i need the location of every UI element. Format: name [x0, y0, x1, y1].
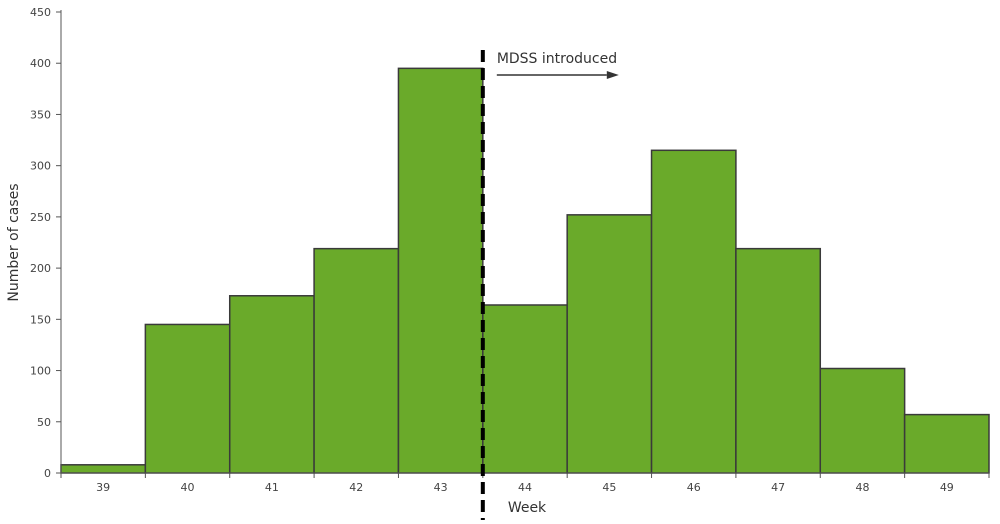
- bar-week-39: [60, 464, 147, 474]
- annotation-label: MDSS introduced: [497, 51, 617, 67]
- bar-week-48: [819, 367, 906, 474]
- y-tick-label: 400: [30, 57, 51, 70]
- axes-group: [60, 10, 989, 474]
- bar-week-41: [228, 295, 315, 474]
- bar-week-47: [735, 247, 822, 474]
- bar-week-45: [566, 214, 653, 474]
- bar-week-40: [144, 323, 231, 474]
- x-tick-label: 46: [687, 481, 701, 494]
- y-tick-label: 300: [30, 160, 51, 173]
- x-tick-label: 47: [771, 481, 785, 494]
- x-tick-label: 41: [265, 481, 279, 494]
- bar-week-43: [397, 67, 484, 474]
- x-tick-label: 42: [349, 481, 363, 494]
- y-tick-label: 450: [30, 6, 51, 19]
- y-tick-label: 250: [30, 211, 51, 224]
- x-tick-label: 43: [434, 481, 448, 494]
- x-tick-label: 44: [518, 481, 532, 494]
- x-tick-label: 49: [940, 481, 954, 494]
- x-ticks-group: 39 40 41 42 43 44 45 46 47 48 49: [60, 473, 990, 494]
- y-axis-title: Number of cases: [6, 183, 22, 301]
- bar-week-44: [482, 304, 568, 474]
- x-tick-label: 45: [602, 481, 616, 494]
- y-ticks-group: 0 50 100 150 200 250 300 350 400 450: [30, 6, 61, 480]
- y-tick-label: 150: [30, 313, 51, 326]
- arrowhead-icon: [606, 71, 619, 79]
- x-tick-label: 48: [855, 481, 869, 494]
- bars-group: [60, 67, 990, 474]
- x-tick-label: 40: [181, 481, 195, 494]
- x-tick-label: 39: [96, 481, 110, 494]
- y-tick-label: 100: [30, 365, 51, 378]
- bar-week-46: [650, 149, 737, 474]
- y-tick-label: 50: [37, 416, 51, 429]
- bar-week-49: [903, 413, 990, 474]
- annotation-group: MDSS introduced: [480, 50, 619, 520]
- y-tick-label: 350: [30, 108, 51, 121]
- bar-week-42: [313, 247, 400, 474]
- x-axis-title: Week: [508, 500, 547, 516]
- y-tick-label: 0: [44, 467, 51, 480]
- y-tick-label: 200: [30, 262, 51, 275]
